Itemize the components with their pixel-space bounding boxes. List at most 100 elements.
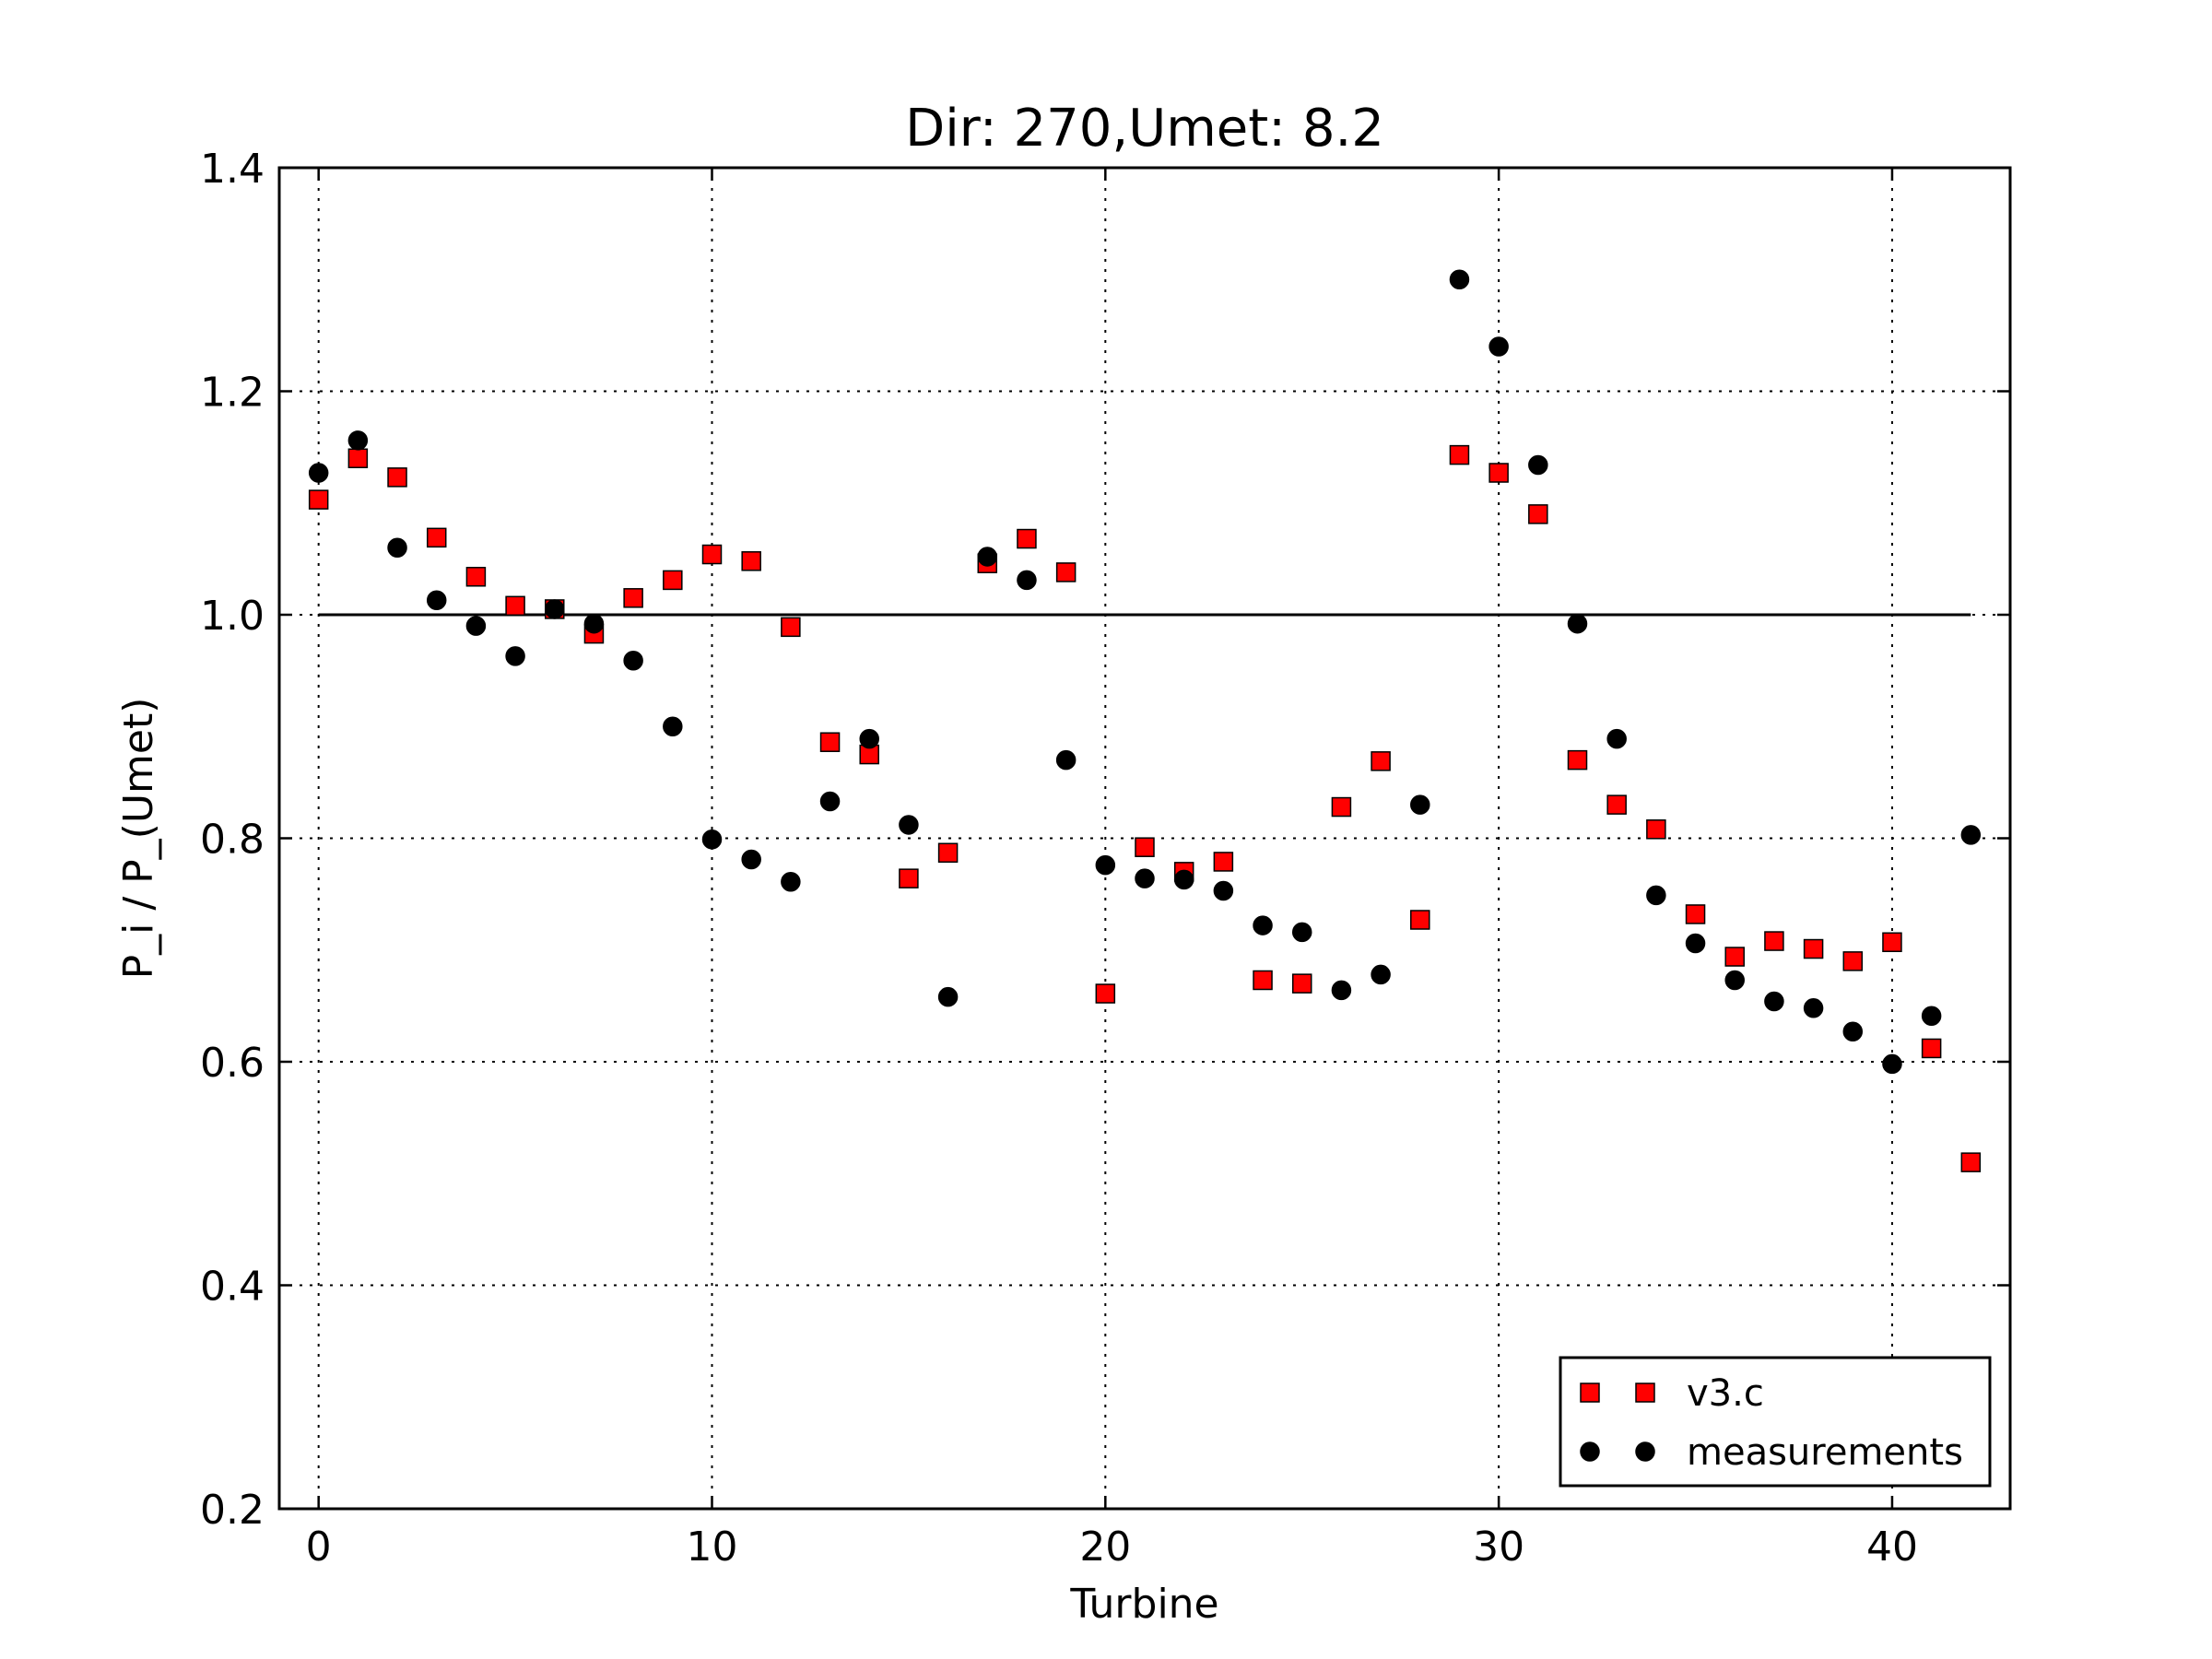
measurement-point: [1882, 1053, 1902, 1075]
measurement-point: [663, 716, 683, 736]
measurement-point: [1921, 1006, 1942, 1027]
v3c-point: [426, 527, 447, 548]
v3c-point: [1606, 794, 1627, 815]
x-axis-label: Turbine: [1069, 1581, 1218, 1628]
series-measurements: [308, 269, 1982, 1075]
v3c-point: [1685, 904, 1706, 924]
v3c-point: [1921, 1038, 1942, 1059]
v3c-point: [1055, 562, 1077, 582]
measurement-point: [1410, 794, 1430, 815]
legend-square-marker: [1580, 1382, 1600, 1403]
legend-circle-marker: [1635, 1441, 1655, 1462]
v3c-point: [623, 588, 643, 608]
measurement-point: [465, 616, 487, 636]
v3c-point: [1371, 751, 1391, 771]
x-tick-label: 30: [1473, 1524, 1524, 1571]
measurement-point: [1528, 454, 1548, 476]
v3c-point: [465, 567, 487, 587]
measurement-point: [426, 590, 447, 610]
x-tick-label: 10: [687, 1524, 738, 1571]
v3c-point: [1135, 837, 1155, 857]
y-tick-label: 1.2: [200, 370, 265, 417]
measurement-point: [1764, 991, 1784, 1012]
measurement-point: [1567, 613, 1588, 634]
ticks: 0 10 20 30 40 0.2 0.4 0.6 0.8 1.0 1.2 1.4: [200, 146, 2010, 1571]
legend-box: [1559, 1356, 1992, 1488]
v3c-point: [781, 617, 801, 638]
v3c-point: [505, 595, 525, 617]
y-tick-label: 0.6: [200, 1040, 265, 1087]
measurement-point: [1842, 1021, 1864, 1042]
measurement-point: [1173, 869, 1194, 890]
measurement-point: [1095, 854, 1116, 876]
y-axis-label: P_i / P_(Umet): [115, 698, 162, 980]
measurement-point: [1724, 970, 1745, 991]
x-tick-label: 40: [1866, 1524, 1918, 1571]
legend-label-v3c: v3.c: [1687, 1372, 1764, 1415]
measurement-point: [1291, 922, 1312, 943]
data-marks: [308, 269, 1982, 1172]
measurement-point: [1803, 998, 1824, 1018]
measurement-point: [1960, 825, 1982, 845]
measurement-point: [781, 872, 801, 892]
v3c-point: [1410, 910, 1430, 930]
measurement-point: [1331, 980, 1352, 1001]
v3c-point: [937, 842, 959, 864]
measurement-point: [1371, 964, 1391, 985]
v3c-point: [1488, 463, 1509, 483]
v3c-point: [1017, 528, 1037, 549]
v3c-point: [1882, 932, 1902, 953]
v3c-point: [1213, 852, 1234, 872]
chart-title: Dir: 270,Umet: 8.2: [905, 99, 1384, 159]
y-tick-label: 1.4: [200, 146, 265, 193]
v3c-point: [1803, 938, 1824, 959]
v3c-point: [1528, 504, 1548, 524]
v3c-point: [1095, 983, 1116, 1004]
measurement-point: [583, 613, 605, 634]
legend: v3.c measurements: [1559, 1356, 1992, 1488]
measurement-point: [1017, 570, 1037, 591]
v3c-point: [1567, 749, 1588, 771]
legend-circle-marker: [1580, 1441, 1600, 1462]
x-tick-label: 20: [1079, 1524, 1131, 1571]
v3c-point: [1291, 973, 1312, 994]
v3c-point: [701, 544, 723, 565]
y-tick-label: 0.2: [200, 1487, 265, 1534]
series-v3c: [308, 444, 1982, 1172]
measurement-point: [505, 646, 525, 666]
v3c-point: [1842, 951, 1864, 971]
v3c-point: [1331, 796, 1352, 818]
measurement-point: [623, 650, 643, 671]
y-tick-label: 0.8: [200, 817, 265, 864]
measurement-point: [1488, 336, 1509, 357]
x-tick-label: 0: [306, 1524, 332, 1571]
y-tick-label: 1.0: [200, 593, 265, 640]
measurement-point: [308, 463, 329, 483]
measurement-point: [1055, 749, 1077, 771]
v3c-point: [1960, 1152, 1982, 1172]
measurement-point: [701, 829, 723, 850]
v3c-point: [741, 551, 761, 571]
measurement-point: [1646, 885, 1666, 906]
v3c-point: [1764, 931, 1784, 951]
v3c-point: [663, 570, 683, 591]
measurement-point: [387, 537, 407, 558]
legend-label-measurements: measurements: [1687, 1431, 1963, 1474]
v3c-point: [1646, 819, 1666, 840]
measurement-point: [899, 815, 919, 835]
measurement-point: [1449, 269, 1470, 289]
measurement-point: [819, 791, 841, 812]
measurement-point: [1213, 880, 1234, 901]
measurement-point: [347, 430, 369, 451]
measurement-point: [1135, 868, 1155, 888]
v3c-point: [1449, 444, 1470, 465]
measurement-point: [1685, 933, 1706, 954]
v3c-point: [347, 448, 369, 468]
v3c-point: [308, 489, 329, 510]
v3c-point: [899, 868, 919, 888]
v3c-point: [1724, 947, 1745, 967]
v3c-point: [387, 467, 407, 488]
v3c-point: [1253, 970, 1273, 991]
measurement-point: [545, 599, 565, 619]
